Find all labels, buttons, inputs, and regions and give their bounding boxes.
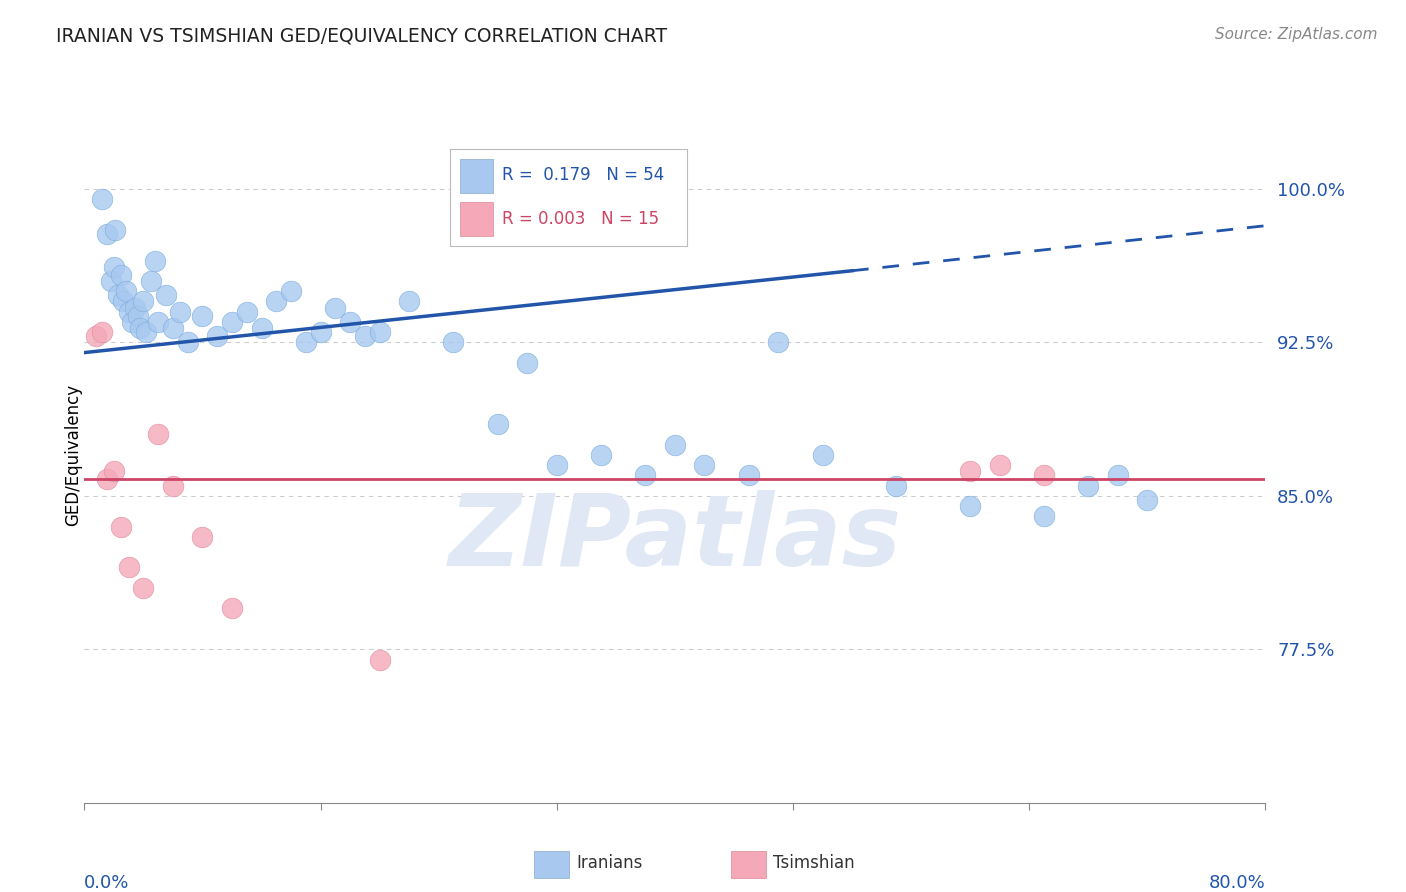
Point [162,478,184,492]
Point [693,458,716,472]
Point [1032,509,1054,524]
Point [1136,492,1159,507]
Point [441,335,464,350]
Point [309,325,332,339]
Point [398,294,420,309]
Point [139,274,162,288]
Point [148,315,170,329]
Point [114,284,136,298]
Point [121,315,143,329]
Point [1032,468,1054,483]
Point [235,304,259,318]
Point [129,321,152,335]
Point [118,304,141,318]
Point [91,325,114,339]
Point [110,519,132,533]
Y-axis label: GED/Equivalency: GED/Equivalency [65,384,82,526]
Point [111,294,134,309]
Point [988,458,1011,472]
Point [103,260,125,274]
Text: R = 0.003   N = 15: R = 0.003 N = 15 [502,210,659,228]
Text: Iranians: Iranians [576,855,643,872]
Point [811,448,834,462]
Point [295,335,318,350]
Point [177,335,200,350]
Point [96,227,118,241]
Point [124,301,146,315]
Point [100,274,122,288]
Point [1077,478,1099,492]
Point [107,288,129,302]
Point [886,478,908,492]
Point [148,427,170,442]
Text: ZIPatlas: ZIPatlas [449,490,901,587]
Point [104,223,127,237]
Point [221,315,243,329]
Point [91,192,114,206]
Point [339,315,361,329]
Point [634,468,657,483]
Point [250,321,273,335]
Point [96,473,118,487]
Point [486,417,509,432]
Text: Tsimshian: Tsimshian [773,855,855,872]
Text: 0.0%: 0.0% [84,874,129,892]
Point [546,458,568,472]
Point [132,294,155,309]
Point [664,438,686,452]
Point [118,560,141,574]
Point [280,284,302,298]
Text: R =  0.179   N = 54: R = 0.179 N = 54 [502,166,665,184]
Point [110,268,132,282]
Point [323,301,347,315]
Point [132,581,155,595]
Point [84,329,107,343]
Point [143,253,166,268]
Point [221,601,243,615]
Text: 80.0%: 80.0% [1209,874,1265,892]
Point [162,321,184,335]
Bar [460,159,494,193]
Point [191,309,214,323]
Point [959,464,981,478]
Point [591,448,613,462]
Point [1107,468,1129,483]
Point [264,294,288,309]
Point [768,335,790,350]
Point [368,652,391,666]
Point [169,304,191,318]
Point [738,468,761,483]
Point [155,288,177,302]
Point [127,309,149,323]
Point [191,530,214,544]
Point [368,325,391,339]
Point [516,356,538,370]
Point [205,329,228,343]
Bar [460,202,494,236]
Text: IRANIAN VS TSIMSHIAN GED/EQUIVALENCY CORRELATION CHART: IRANIAN VS TSIMSHIAN GED/EQUIVALENCY COR… [56,27,668,45]
Point [103,464,125,478]
Point [354,329,377,343]
Point [135,325,157,339]
Text: Source: ZipAtlas.com: Source: ZipAtlas.com [1215,27,1378,42]
Point [959,499,981,513]
